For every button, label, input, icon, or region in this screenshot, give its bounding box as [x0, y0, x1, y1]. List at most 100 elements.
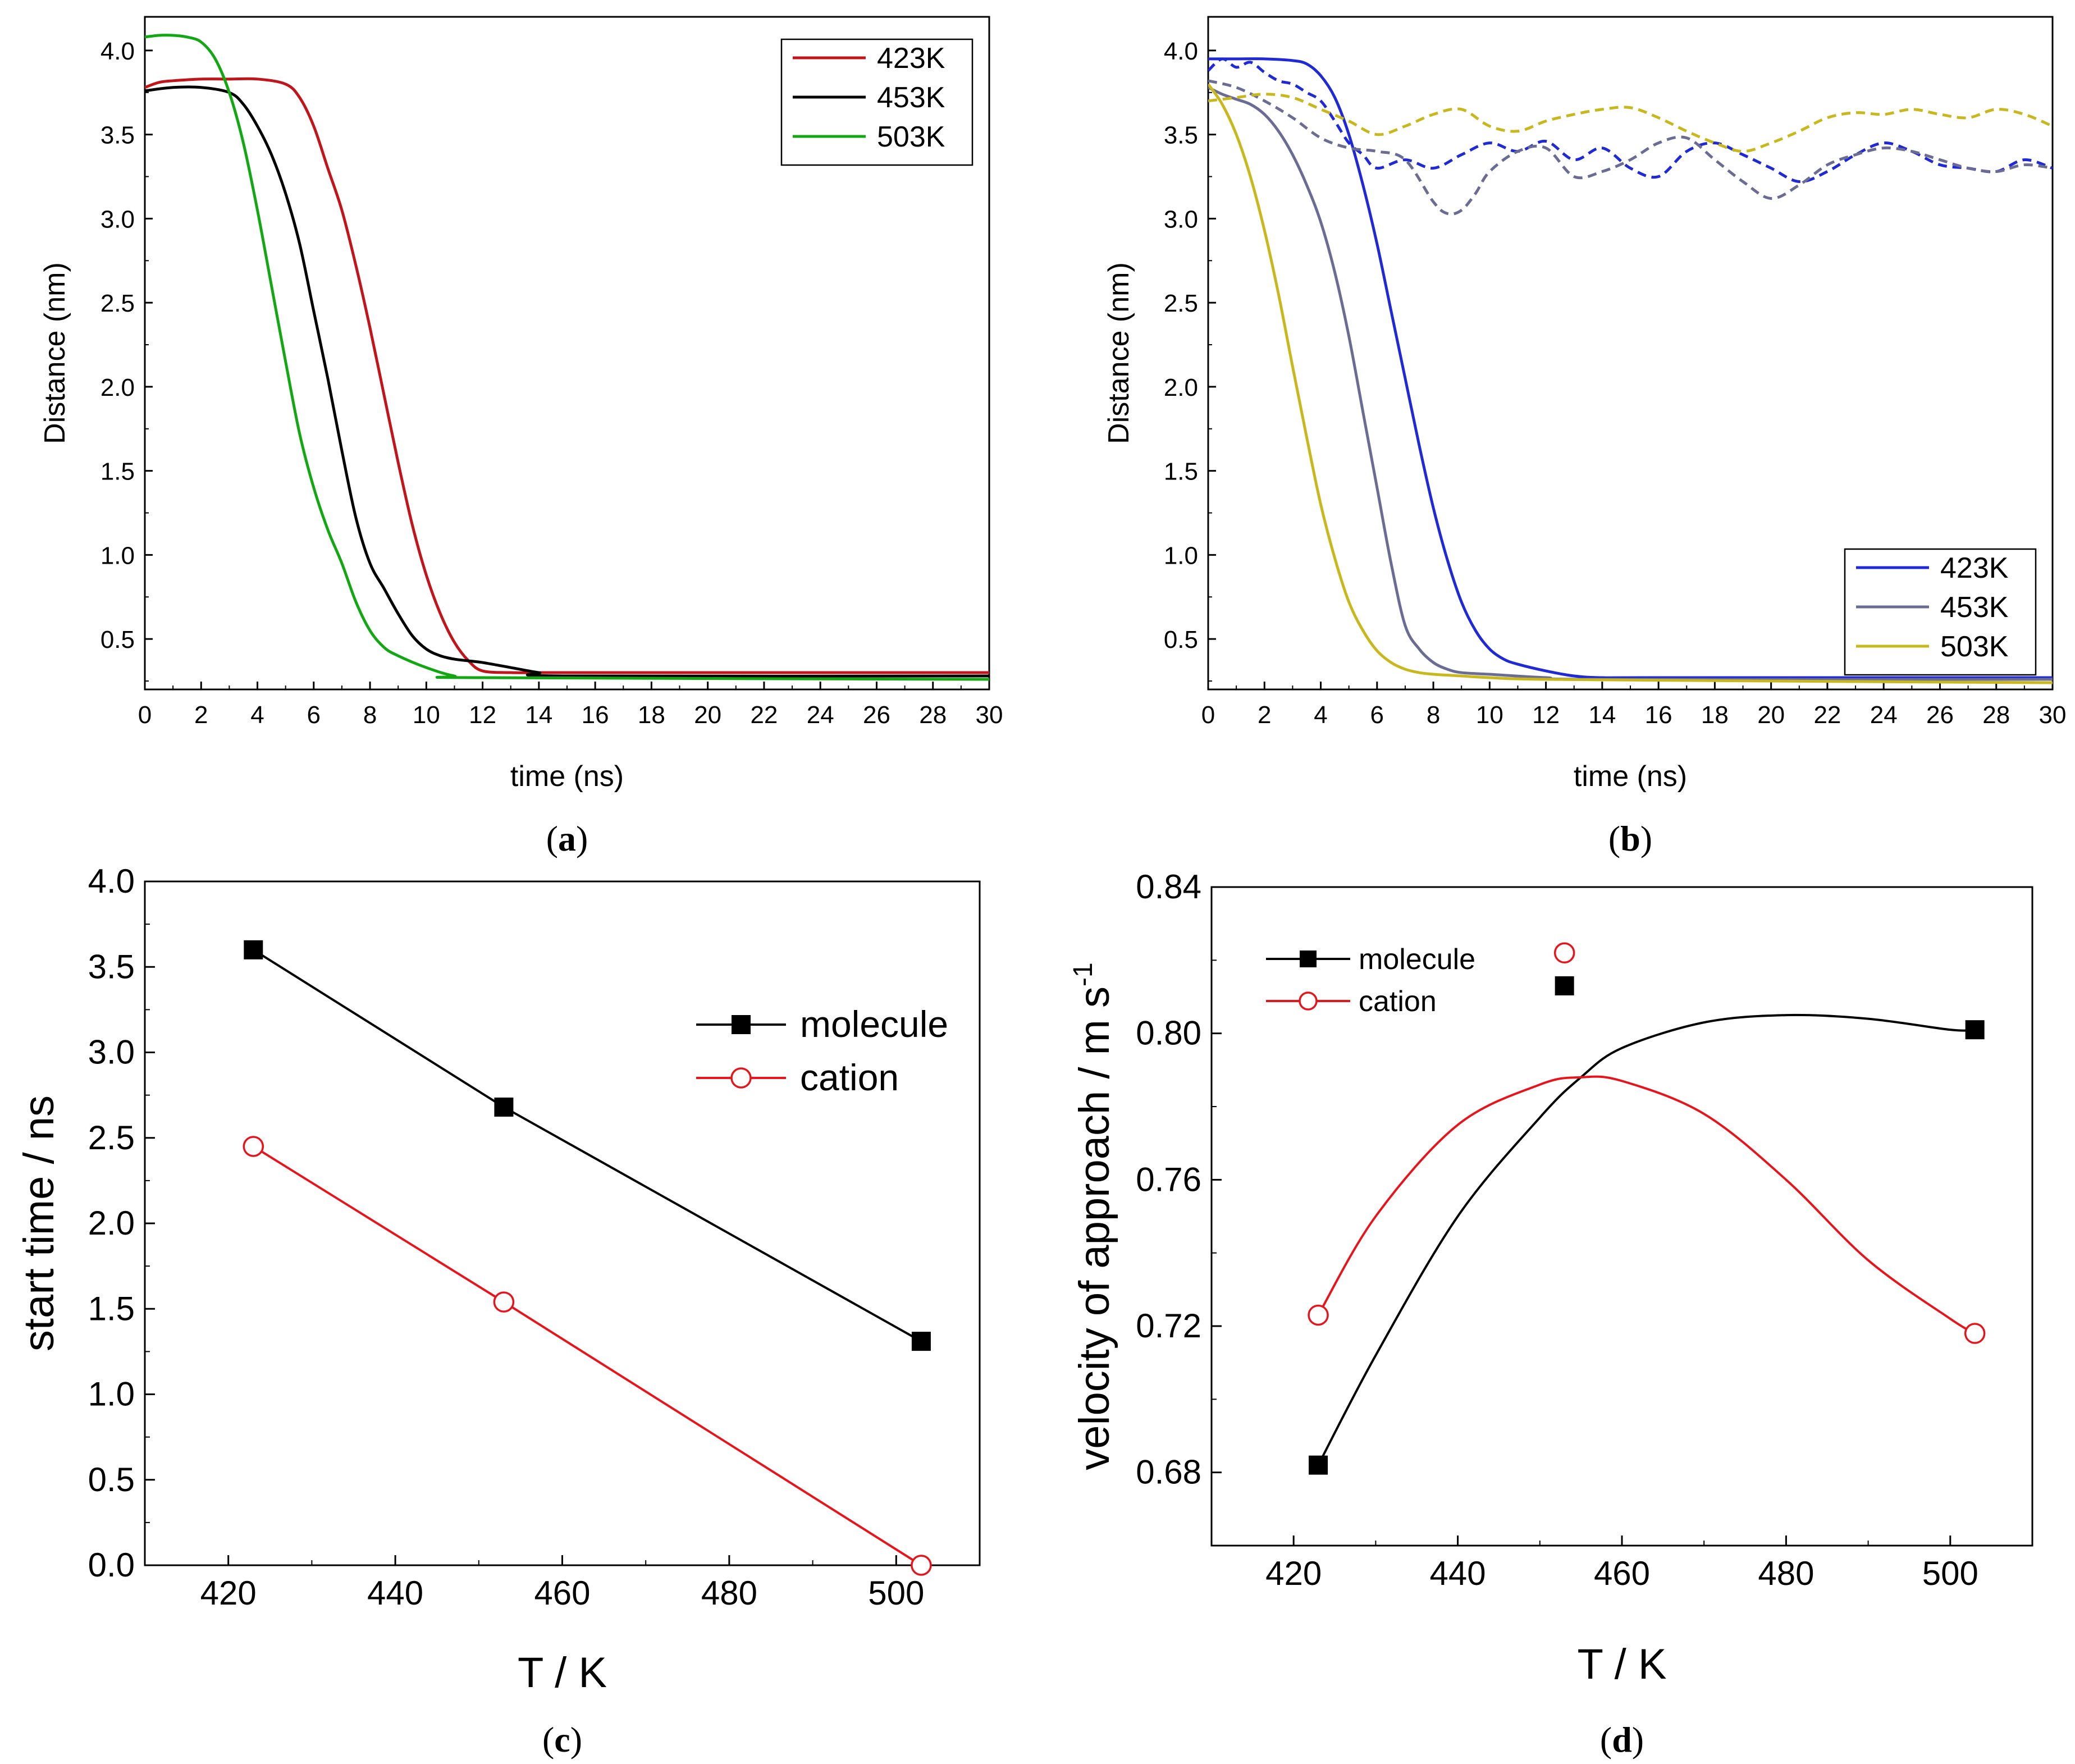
x-tick-label: 460 [1594, 1555, 1650, 1592]
y-tick-label: 2.5 [100, 290, 135, 317]
legend-label-503K: 503K [1940, 630, 2009, 663]
panel-caption-paren: ) [1632, 1720, 1644, 1760]
x-tick-label: 2 [1258, 701, 1271, 729]
y-tick-label: 3.0 [1164, 205, 1198, 233]
x-axis-title: T / K [1577, 1640, 1666, 1688]
panel-caption-paren: ) [570, 1720, 582, 1760]
y-tick-label: 2.0 [100, 374, 135, 401]
y-tick-label: 2.5 [1164, 290, 1198, 317]
y-tick-label: 4.0 [100, 38, 135, 65]
legend: 423K 453K 503K [1844, 548, 2037, 676]
y-tick-label: 0.72 [1136, 1307, 1201, 1345]
x-tick-label: 30 [976, 701, 1003, 729]
legend: molecule cation [696, 1003, 948, 1098]
x-tick-label: 480 [701, 1574, 757, 1612]
x-axis-title: time (ns) [510, 760, 624, 793]
y-axis-title: Distance (nm) [1103, 262, 1135, 444]
plot-area [1317, 1013, 1976, 1466]
y-tick-label: 1.0 [100, 542, 135, 569]
series-cation-line [253, 1145, 922, 1565]
legend-marker-molecule [732, 1015, 751, 1034]
legend-label-453K: 453K [877, 81, 945, 114]
y-tick-label: 0.5 [100, 626, 135, 653]
data-point-cation [1553, 942, 1575, 964]
legend-label-423K: 423K [877, 42, 945, 75]
panel-caption-paren: ) [576, 819, 588, 858]
y-tick-label: 4.0 [1164, 38, 1198, 65]
x-tick-label: 14 [1588, 701, 1616, 729]
x-tick-label: 26 [1926, 701, 1954, 729]
series-423k-line [145, 77, 989, 674]
x-tick-label: 10 [413, 701, 440, 729]
series-503k-line [145, 34, 989, 681]
legend-label-molecule: molecule [800, 1003, 948, 1045]
legend-marker-molecule [1300, 950, 1317, 967]
panel-caption-paren: ( [1600, 1720, 1612, 1760]
y-tick-label: 2.0 [1164, 374, 1198, 401]
x-tick-label: 480 [1758, 1555, 1814, 1592]
legend-box [780, 38, 973, 166]
y-tick-label: 1.5 [1164, 458, 1198, 486]
y-tick-label: 3.5 [100, 122, 135, 149]
x-tick-label: 22 [750, 701, 778, 729]
x-tick-label: 20 [694, 701, 721, 729]
x-tick-label: 4 [250, 701, 264, 729]
x-tick-label: 8 [1427, 701, 1440, 729]
legend-label-423K: 423K [1940, 552, 2009, 584]
x-axis-title: T / K [518, 1649, 607, 1697]
y-tick-label: 1.5 [88, 1290, 135, 1327]
x-tick-label: 8 [363, 701, 377, 729]
series-dashed-5-line [1208, 93, 2053, 153]
y-tick-label: 4.0 [88, 862, 135, 900]
x-tick-label: 22 [1813, 701, 1841, 729]
x-tick-label: 24 [1870, 701, 1898, 729]
x-tick-label: 26 [863, 701, 890, 729]
legend: 423K 453K 503K [780, 38, 973, 166]
x-tick-label: 440 [1430, 1555, 1486, 1592]
plot-frame [1210, 886, 2033, 1547]
x-tick-label: 10 [1476, 701, 1503, 729]
data-point-cation [911, 1555, 932, 1576]
panel-a: 0 2 4 6 8 10 12 14 16 18 20 22 24 26 28 300.51.01.52.02… [39, 16, 1003, 858]
data-point-cation [493, 1291, 515, 1313]
y-tick-label: 3.5 [88, 948, 135, 985]
legend-marker-cation [1299, 991, 1318, 1011]
legend-label-cation: cation [800, 1057, 899, 1098]
series-cation-line [1317, 1075, 1976, 1335]
y-tick-label: 0.0 [88, 1546, 135, 1584]
y-axis-title: Distance (nm) [39, 262, 71, 444]
series-dashed-4-line [1208, 79, 2053, 216]
y-axis-title: velocity of approach / m s-1 [1068, 962, 1118, 1470]
y-tick-label: 0.80 [1136, 1014, 1201, 1052]
y-tick-label: 2.0 [88, 1204, 135, 1242]
x-tick-label: 420 [200, 1574, 257, 1612]
y-axis-title: start time / ns [15, 1095, 63, 1351]
y-tick-label: 0.76 [1136, 1160, 1201, 1198]
panel-caption-letter: b [1620, 819, 1640, 858]
y-tick-label: 2.5 [88, 1119, 135, 1157]
panel-caption: (c) [542, 1720, 582, 1760]
x-tick-label: 6 [307, 701, 321, 729]
panel-caption-letter: c [554, 1720, 570, 1760]
x-tick-label: 20 [1757, 701, 1785, 729]
y-tick-label: 3.0 [88, 1034, 135, 1071]
y-tick-label: 1.0 [1164, 542, 1198, 569]
legend-label-molecule: molecule [1359, 943, 1475, 976]
plot-frame [144, 880, 981, 1566]
panel-caption: (d) [1600, 1720, 1644, 1760]
panel-c: 420 440 460 480 500 0.0 0.5 1.0 1.5 2.0 2.5 3.0 3.5 4… [15, 862, 981, 1760]
x-tick-label: 12 [469, 701, 496, 729]
x-tick-label: 0 [1201, 701, 1215, 729]
data-point-molecule [494, 1097, 514, 1117]
panel-caption-paren: ( [542, 1720, 554, 1760]
y-tick-label: 0.68 [1136, 1454, 1201, 1491]
series-503k-line [1208, 83, 2053, 684]
data-point-molecule [1965, 1020, 1985, 1040]
x-tick-label: 28 [919, 701, 947, 729]
data-point-cation [1964, 1323, 1986, 1344]
legend-marker-cation [730, 1067, 752, 1089]
legend-label-453K: 453K [1940, 591, 2009, 624]
panel-caption-paren: ) [1640, 819, 1652, 858]
y-tick-label: 0.5 [1164, 626, 1198, 653]
